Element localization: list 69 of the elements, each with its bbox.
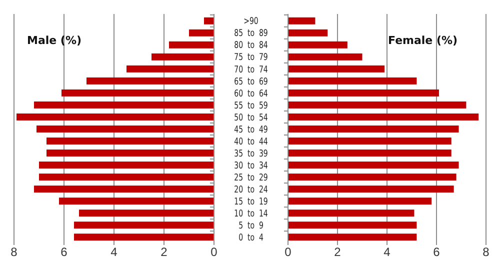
bar	[288, 77, 417, 84]
y-tick-label: >90	[244, 16, 258, 28]
y-tick-label: 50 to 54	[234, 112, 268, 124]
y-tick-label: 10 to 14	[234, 208, 268, 220]
bar	[288, 222, 417, 229]
x-tick-label: 8	[10, 245, 18, 259]
y-tick-label: 65 to 69	[234, 76, 268, 88]
x-tick-label: 4	[110, 245, 118, 259]
bar	[288, 138, 452, 144]
bar	[86, 77, 214, 84]
y-tick-label: 5 to 9	[238, 220, 264, 232]
bar	[288, 186, 454, 193]
text: Female (%)	[388, 34, 458, 47]
bar	[36, 126, 214, 132]
bar	[288, 174, 456, 181]
bar	[288, 41, 348, 48]
bar	[39, 162, 214, 169]
y-tick-label: 15 to 19	[234, 196, 268, 208]
x-tick-label: 2	[160, 245, 168, 259]
bar	[288, 210, 414, 217]
bar	[39, 174, 214, 181]
bar	[288, 198, 432, 205]
bar	[169, 41, 214, 48]
x-tick-label: 6	[60, 245, 68, 259]
bar	[288, 53, 362, 60]
bar	[74, 222, 214, 229]
text: Male (%)	[27, 34, 82, 47]
x-tick-label: 4	[384, 245, 391, 259]
bar	[288, 17, 316, 24]
bar	[79, 210, 214, 217]
y-tick-label: 75 to 79	[234, 52, 268, 64]
bar	[204, 17, 214, 24]
x-tick-label: 6	[433, 245, 440, 259]
y-tick-label: 35 to 39	[234, 148, 268, 160]
bar	[288, 234, 417, 241]
x-tick-label: 8	[482, 245, 490, 259]
bar	[288, 29, 328, 36]
bar	[74, 234, 214, 241]
bar	[288, 89, 439, 96]
y-tick-label: 40 to 44	[234, 136, 268, 148]
y-tick-label: 45 to 49	[234, 124, 268, 136]
bar	[288, 162, 459, 169]
bar	[46, 138, 214, 144]
bar	[152, 53, 214, 60]
bar	[62, 89, 214, 96]
y-tick-label: 70 to 74	[234, 64, 268, 76]
y-tick-label: 25 to 29	[234, 172, 268, 184]
bar	[34, 101, 214, 108]
bar	[46, 150, 214, 157]
y-tick-label: 85 to 89	[234, 28, 268, 40]
bar	[59, 198, 214, 205]
x-tick-label: 0	[284, 245, 292, 259]
x-tick-label: 2	[334, 245, 342, 259]
bar	[16, 114, 214, 120]
x-tick-label: 0	[210, 245, 218, 259]
bar	[189, 29, 214, 36]
y-tick-label: 60 to 64	[234, 88, 268, 100]
bar	[288, 101, 466, 108]
bar	[288, 150, 452, 157]
y-tick-label: 20 to 24	[234, 184, 268, 196]
bar	[288, 114, 479, 120]
y-tick-label: 0 to 4	[238, 232, 264, 244]
y-tick-label: 80 to 84	[234, 40, 268, 52]
bar	[288, 65, 385, 72]
bar	[126, 65, 214, 72]
y-tick-label: 30 to 34	[234, 160, 268, 172]
y-tick-label: 55 to 59	[234, 100, 268, 112]
bar	[34, 186, 214, 193]
bar	[288, 126, 459, 132]
